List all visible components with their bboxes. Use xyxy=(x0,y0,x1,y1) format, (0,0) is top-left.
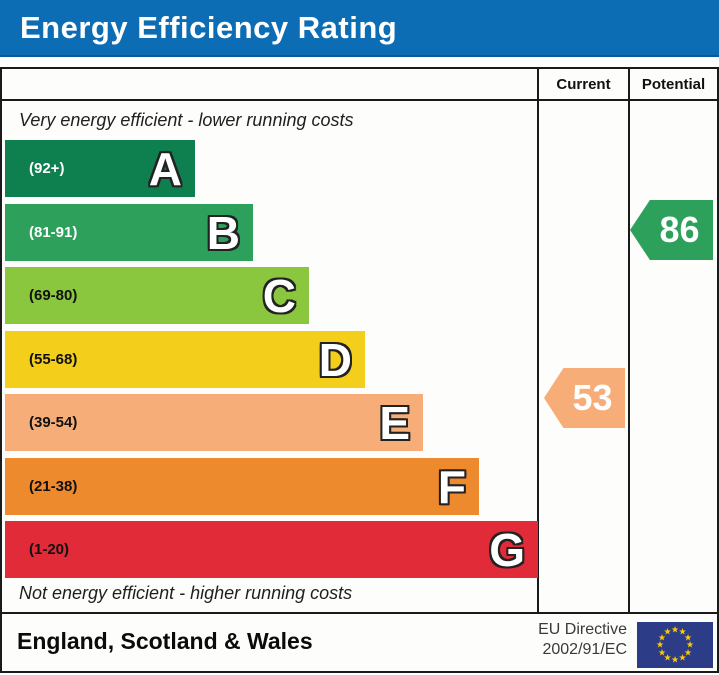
region-label: England, Scotland & Wales xyxy=(17,628,313,654)
eu-star-icon: ★ xyxy=(657,632,667,642)
eu-star-icon: ★ xyxy=(678,652,687,663)
band-letter: F xyxy=(437,460,466,513)
band-range-label: (55-68) xyxy=(29,351,78,368)
band-letter: C xyxy=(262,269,296,322)
band-row-C: (69-80) C xyxy=(5,267,309,324)
efficiency-note-top: Very energy efficient - lower running co… xyxy=(19,110,354,130)
band-letter: A xyxy=(148,142,182,195)
band-range-label: (39-54) xyxy=(29,414,78,431)
band-row-A: (92+) A xyxy=(5,140,195,197)
column-header-potential: Potential xyxy=(641,75,706,93)
header-divider xyxy=(2,99,717,101)
band-range-label: (21-38) xyxy=(29,478,78,495)
band-range-label: (81-91) xyxy=(29,224,78,241)
band-range-label: (1-20) xyxy=(29,541,70,558)
title-bar: Energy Efficiency Rating xyxy=(0,0,719,57)
band-row-B: (81-91) B xyxy=(5,204,253,261)
band-letter: G xyxy=(489,523,525,576)
eu-directive-text: EU Directive 2002/91/EC xyxy=(427,620,627,660)
footer-divider xyxy=(2,612,717,614)
band-row-F: (21-38) F xyxy=(5,458,479,515)
eu-star-icon: ★ xyxy=(670,654,680,665)
efficiency-note-bottom: Not energy efficient - higher running co… xyxy=(19,583,353,603)
eu-star-icon: ★ xyxy=(657,647,667,657)
band-row-D: (55-68) D xyxy=(5,331,365,388)
eu-star-icon: ★ xyxy=(663,626,672,637)
page-title: Energy Efficiency Rating xyxy=(20,9,398,45)
eu-star-icon: ★ xyxy=(655,639,665,650)
band-letter: E xyxy=(379,396,410,449)
chart-frame: Current Potential Very energy efficient … xyxy=(0,67,719,673)
column-divider-potential xyxy=(628,69,630,614)
eu-flag-icon: ★ ★ ★ ★ ★ ★ ★ ★ ★ ★ ★ ★ xyxy=(637,622,713,668)
current-rating-arrow: 53 xyxy=(544,368,625,428)
eu-star-icon: ★ xyxy=(683,647,693,657)
eu-directive-line2: 2002/91/EC xyxy=(542,641,627,658)
column-divider-current xyxy=(537,69,539,614)
band-range-label: (69-80) xyxy=(29,287,78,304)
eu-star-icon: ★ xyxy=(663,652,672,663)
eu-star-icon: ★ xyxy=(685,639,695,650)
eu-star-icon: ★ xyxy=(683,632,693,642)
potential-rating-value: 86 xyxy=(659,209,700,250)
column-header-current: Current xyxy=(556,75,611,93)
eu-star-icon: ★ xyxy=(670,624,680,635)
band-row-E: (39-54) E xyxy=(5,394,423,451)
band-row-G: (1-20) G xyxy=(5,521,538,578)
eu-star-icon: ★ xyxy=(678,626,687,637)
band-letter: B xyxy=(206,206,240,259)
band-range-label: (92+) xyxy=(29,160,65,177)
current-rating-value: 53 xyxy=(572,377,613,418)
eu-directive-line1: EU Directive xyxy=(538,621,627,638)
band-letter: D xyxy=(318,333,352,386)
potential-rating-arrow: 86 xyxy=(630,200,713,260)
